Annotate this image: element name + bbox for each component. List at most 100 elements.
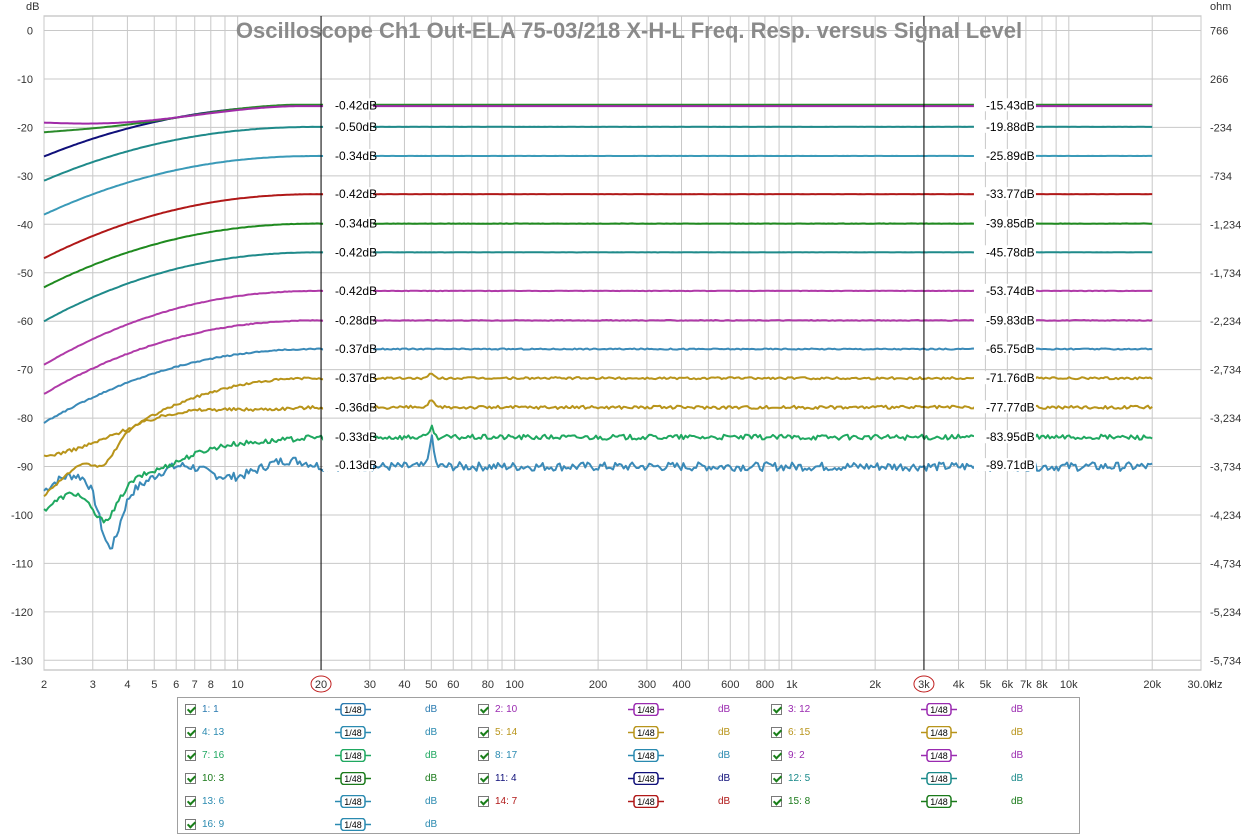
readout-bg-right bbox=[973, 371, 1036, 385]
x-tick-label: 100 bbox=[506, 679, 524, 691]
series-line-7 bbox=[43, 289, 1153, 366]
readout-right-13: -15.43dB bbox=[986, 98, 1035, 112]
x-tick-label: 7 bbox=[192, 679, 198, 691]
svg-text:1/48: 1/48 bbox=[930, 774, 948, 784]
x-tick-label: 30 bbox=[364, 679, 376, 691]
legend-entry[interactable]: 9: 2 1/48 dB bbox=[771, 747, 1061, 765]
readout-bg-right bbox=[973, 119, 1036, 133]
legend-entry[interactable]: 5: 14 1/48 dB bbox=[478, 724, 768, 742]
legend-entry[interactable]: 11: 4 1/48 dB bbox=[478, 770, 768, 788]
smoothing-button[interactable]: 1/48 bbox=[335, 818, 371, 831]
readout-bg-right bbox=[973, 187, 1036, 201]
smoothing-button[interactable]: 1/48 bbox=[335, 772, 371, 785]
readout-bg-left bbox=[323, 148, 374, 162]
legend-entry[interactable]: 13: 6 1/48 dB bbox=[185, 793, 475, 811]
series-line-10 bbox=[43, 193, 1153, 260]
legend-entry[interactable]: 8: 17 1/48 dB bbox=[478, 747, 768, 765]
smoothing-button[interactable]: 1/48 bbox=[335, 703, 371, 716]
smoothing-button[interactable]: 1/48 bbox=[921, 749, 957, 762]
legend-label: 15: 8 bbox=[788, 796, 811, 807]
readout-bg-right bbox=[973, 216, 1036, 230]
series-line-1 bbox=[43, 434, 1153, 550]
legend-checkbox[interactable] bbox=[185, 750, 196, 761]
svg-text:1/48: 1/48 bbox=[637, 705, 655, 715]
legend-entry[interactable]: 10: 3 1/48 dB bbox=[185, 770, 475, 788]
svg-text:1/48: 1/48 bbox=[637, 774, 655, 784]
legend-label: 14: 7 bbox=[495, 796, 518, 807]
legend-checkbox[interactable] bbox=[478, 796, 489, 807]
smoothing-button[interactable]: 1/48 bbox=[628, 726, 664, 739]
legend-checkbox[interactable] bbox=[478, 773, 489, 784]
legend-checkbox[interactable] bbox=[478, 727, 489, 738]
legend-checkbox[interactable] bbox=[771, 727, 782, 738]
legend-entry[interactable]: 6: 15 1/48 dB bbox=[771, 724, 1061, 742]
svg-text:1/48: 1/48 bbox=[930, 751, 948, 761]
cursor-label-2: 3k bbox=[918, 679, 930, 691]
y-tick-label-left: -120 bbox=[11, 607, 33, 619]
legend-entry[interactable]: 16: 9 1/48 dB bbox=[185, 816, 475, 834]
smoothing-button[interactable]: 1/48 bbox=[335, 726, 371, 739]
legend-entry[interactable]: 15: 8 1/48 dB bbox=[771, 793, 1061, 811]
x-tick-label: 4 bbox=[124, 679, 130, 691]
legend-entry[interactable]: 14: 7 1/48 dB bbox=[478, 793, 768, 811]
y-tick-label-left: -130 bbox=[11, 655, 33, 667]
smoothing-button[interactable]: 1/48 bbox=[921, 772, 957, 785]
legend-entry[interactable]: 2: 10 1/48 dB bbox=[478, 701, 768, 719]
legend-unit: dB bbox=[718, 704, 731, 715]
smoothing-button[interactable]: 1/48 bbox=[628, 703, 664, 716]
readout-left-9: -0.34dB bbox=[335, 217, 377, 231]
legend-entry[interactable]: 1: 1 1/48 dB bbox=[185, 701, 475, 719]
x-tick-label: 30.0k bbox=[1188, 679, 1215, 691]
legend-entry[interactable]: 3: 12 1/48 dB bbox=[771, 701, 1061, 719]
y-tick-label-left: -80 bbox=[17, 413, 33, 425]
smoothing-button[interactable]: 1/48 bbox=[921, 703, 957, 716]
y-tick-label-right: -4,734 bbox=[1210, 558, 1241, 570]
readout-group: -0.13dB -89.71dB -0.33dB -83.95dB -0.36dB -77… bbox=[323, 98, 1036, 472]
legend-label: 13: 6 bbox=[202, 796, 225, 807]
legend-checkbox[interactable] bbox=[185, 796, 196, 807]
x-tick-label: 10k bbox=[1060, 679, 1078, 691]
smoothing-button[interactable]: 1/48 bbox=[628, 772, 664, 785]
smoothing-button[interactable]: 1/48 bbox=[628, 795, 664, 808]
legend-checkbox[interactable] bbox=[185, 727, 196, 738]
cursor-marker-1[interactable] bbox=[310, 675, 332, 693]
legend-checkbox[interactable] bbox=[185, 819, 196, 830]
readout-left-5: -0.37dB bbox=[335, 342, 377, 356]
readout-bg-left bbox=[323, 245, 374, 259]
legend-checkbox[interactable] bbox=[771, 704, 782, 715]
x-tick-label: 200 bbox=[589, 679, 607, 691]
legend-checkbox[interactable] bbox=[771, 750, 782, 761]
legend-unit: dB bbox=[425, 704, 438, 715]
x-tick-label: 400 bbox=[672, 679, 690, 691]
legend-unit: dB bbox=[425, 750, 438, 761]
legend-unit: dB bbox=[425, 819, 438, 830]
readout-bg-left bbox=[323, 458, 374, 472]
legend-entry[interactable]: 4: 13 1/48 dB bbox=[185, 724, 475, 742]
frequency-response-chart: 0 -10 -20 -30 -40 -50 -60 -70 -80 -90 -100 -110 -120… bbox=[11, 1, 1241, 693]
smoothing-button[interactable]: 1/48 bbox=[335, 795, 371, 808]
legend-checkbox[interactable] bbox=[478, 750, 489, 761]
cursor-marker-2[interactable] bbox=[913, 675, 935, 693]
y-tick-label-right: -3,234 bbox=[1210, 413, 1241, 425]
readout-right-1: -89.71dB bbox=[986, 458, 1035, 472]
legend-checkbox[interactable] bbox=[771, 796, 782, 807]
legend-label: 12: 5 bbox=[788, 773, 811, 784]
legend-checkbox[interactable] bbox=[478, 704, 489, 715]
svg-text:1/48: 1/48 bbox=[930, 728, 948, 738]
series-line-11 bbox=[43, 154, 1153, 216]
smoothing-button[interactable]: 1/48 bbox=[921, 795, 957, 808]
legend-checkbox[interactable] bbox=[185, 773, 196, 784]
legend-checkbox[interactable] bbox=[185, 704, 196, 715]
smoothing-button[interactable]: 1/48 bbox=[921, 726, 957, 739]
cursor-group[interactable]: 20 3k bbox=[310, 16, 935, 693]
legend-entry[interactable]: 7: 16 1/48 dB bbox=[185, 747, 475, 765]
legend-checkbox[interactable] bbox=[771, 773, 782, 784]
smoothing-button[interactable]: 1/48 bbox=[335, 749, 371, 762]
legend-unit: dB bbox=[1011, 727, 1024, 738]
readout-left-2: -0.33dB bbox=[335, 430, 377, 444]
x-tick-label: 4k bbox=[953, 679, 965, 691]
readout-bg-right bbox=[973, 458, 1036, 472]
svg-text:1/48: 1/48 bbox=[637, 728, 655, 738]
legend-entry[interactable]: 12: 5 1/48 dB bbox=[771, 770, 1061, 788]
smoothing-button[interactable]: 1/48 bbox=[628, 749, 664, 762]
